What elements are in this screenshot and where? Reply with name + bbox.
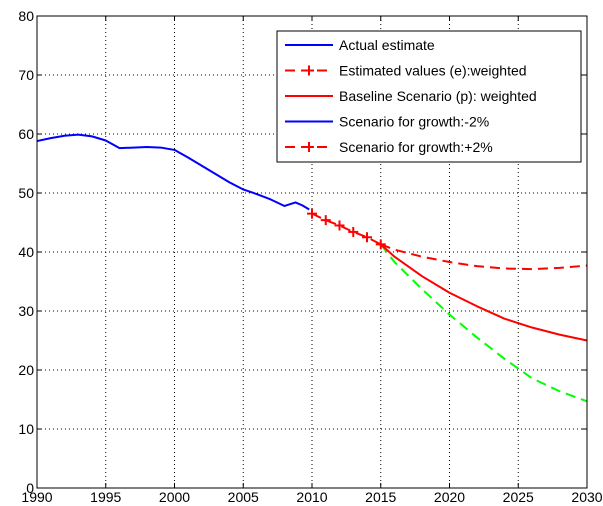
y-tick-label: 70 [18, 67, 34, 83]
x-tick-label: 2025 [503, 489, 534, 505]
x-tick-label: 1990 [21, 489, 52, 505]
x-tick-label: 2030 [571, 489, 602, 505]
legend-label: Estimated values (e):weighted [339, 63, 527, 79]
series-lines [36, 133, 588, 403]
y-tick-label: 30 [18, 303, 34, 319]
data-point-marker [307, 208, 317, 219]
tick-labels: 1990 1995 2000 2005 2010 2015 2020 2025 20300102… [18, 8, 602, 505]
data-point-marker [375, 239, 386, 250]
y-tick-label: 60 [18, 126, 34, 142]
series-line-3 [380, 243, 588, 342]
legend-marker [304, 142, 314, 152]
grid-lines [37, 16, 587, 488]
series-line-1 [36, 133, 310, 211]
y-tick-label: 50 [18, 185, 34, 201]
x-tick-label: 2010 [296, 489, 327, 505]
y-tick-label: 10 [18, 421, 34, 437]
legend: Actual estimate Estimated values (e):weig… [276, 30, 582, 163]
data-point-marker [334, 220, 345, 231]
data-point-marker [320, 215, 331, 226]
data-point-marker [362, 232, 372, 243]
x-tick-label: 2000 [159, 489, 190, 505]
x-tick-label: 2020 [434, 489, 465, 505]
series-line-2 [311, 212, 382, 246]
legend-label: Actual estimate [339, 37, 435, 53]
y-tick-label: 40 [18, 244, 34, 260]
legend-label: Scenario for growth:+2% [339, 139, 493, 155]
legend-label: Baseline Scenario (p): weighted [339, 88, 537, 104]
legend-marker [304, 65, 314, 76]
series-markers [307, 208, 386, 250]
axis-ticks [36, 15, 588, 489]
series-line-5 [380, 243, 588, 271]
x-tick-label: 2015 [365, 489, 396, 505]
legend-label: Scenario for growth:-2% [339, 114, 489, 130]
series-line-4 [379, 243, 588, 403]
y-tick-label: 0 [26, 480, 34, 496]
x-tick-label: 1995 [90, 489, 121, 505]
data-point-marker [348, 226, 359, 237]
y-tick-label: 80 [18, 8, 34, 24]
x-tick-label: 2005 [228, 489, 259, 505]
y-tick-label: 20 [18, 362, 34, 378]
